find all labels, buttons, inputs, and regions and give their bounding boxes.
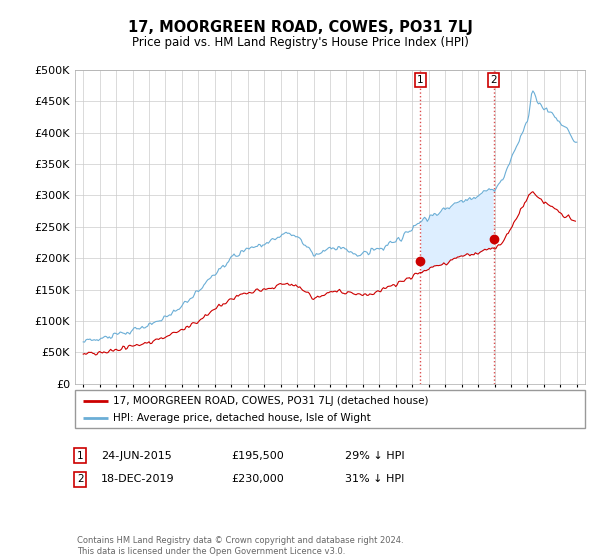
Text: 1: 1	[77, 451, 83, 461]
Text: 24-JUN-2015: 24-JUN-2015	[101, 451, 172, 461]
Text: 29% ↓ HPI: 29% ↓ HPI	[345, 451, 404, 461]
Text: 2: 2	[77, 474, 83, 484]
Text: 31% ↓ HPI: 31% ↓ HPI	[345, 474, 404, 484]
Text: Contains HM Land Registry data © Crown copyright and database right 2024.
This d: Contains HM Land Registry data © Crown c…	[77, 536, 403, 556]
Text: 1: 1	[417, 74, 424, 85]
Text: 2: 2	[491, 74, 497, 85]
Text: £195,500: £195,500	[231, 451, 284, 461]
Text: £230,000: £230,000	[231, 474, 284, 484]
Text: Price paid vs. HM Land Registry's House Price Index (HPI): Price paid vs. HM Land Registry's House …	[131, 36, 469, 49]
Text: HPI: Average price, detached house, Isle of Wight: HPI: Average price, detached house, Isle…	[113, 413, 371, 423]
Text: 17, MOORGREEN ROAD, COWES, PO31 7LJ: 17, MOORGREEN ROAD, COWES, PO31 7LJ	[128, 20, 472, 35]
Text: 17, MOORGREEN ROAD, COWES, PO31 7LJ (detached house): 17, MOORGREEN ROAD, COWES, PO31 7LJ (det…	[113, 395, 429, 405]
Text: 18-DEC-2019: 18-DEC-2019	[101, 474, 175, 484]
